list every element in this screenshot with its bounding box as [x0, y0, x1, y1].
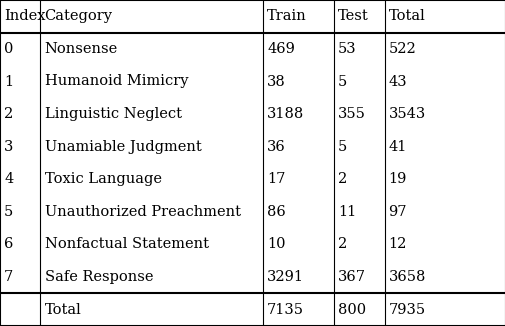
Text: 5: 5	[4, 205, 13, 219]
Text: Unamiable Judgment: Unamiable Judgment	[44, 140, 201, 154]
Text: 7135: 7135	[267, 303, 304, 317]
Text: 3291: 3291	[267, 270, 304, 284]
Text: 86: 86	[267, 205, 285, 219]
Text: Total: Total	[44, 303, 81, 317]
Text: Category: Category	[44, 9, 112, 23]
Text: Safe Response: Safe Response	[44, 270, 153, 284]
Text: Nonsense: Nonsense	[44, 42, 118, 56]
Text: 5: 5	[337, 140, 346, 154]
Text: Train: Train	[267, 9, 307, 23]
Text: 367: 367	[337, 270, 365, 284]
Text: Test: Test	[337, 9, 368, 23]
Text: 97: 97	[388, 205, 407, 219]
Text: 11: 11	[337, 205, 356, 219]
Text: 36: 36	[267, 140, 285, 154]
Text: Toxic Language: Toxic Language	[44, 172, 161, 186]
Text: 38: 38	[267, 75, 285, 88]
Text: 10: 10	[267, 238, 285, 251]
Text: Nonfactual Statement: Nonfactual Statement	[44, 238, 208, 251]
Text: 5: 5	[337, 75, 346, 88]
Text: 469: 469	[267, 42, 294, 56]
Text: 7935: 7935	[388, 303, 425, 317]
Text: 3658: 3658	[388, 270, 425, 284]
Text: 1: 1	[4, 75, 13, 88]
Text: 355: 355	[337, 107, 365, 121]
Text: 7: 7	[4, 270, 13, 284]
Text: 2: 2	[4, 107, 13, 121]
Text: 53: 53	[337, 42, 356, 56]
Text: 19: 19	[388, 172, 406, 186]
Text: 3188: 3188	[267, 107, 304, 121]
Text: 522: 522	[388, 42, 416, 56]
Text: Humanoid Mimicry: Humanoid Mimicry	[44, 75, 188, 88]
Text: 2: 2	[337, 172, 346, 186]
Text: Total: Total	[388, 9, 425, 23]
Text: 0: 0	[4, 42, 14, 56]
Text: 12: 12	[388, 238, 406, 251]
Text: 3: 3	[4, 140, 14, 154]
Text: Unauthorized Preachment: Unauthorized Preachment	[44, 205, 240, 219]
Text: Index: Index	[4, 9, 45, 23]
Text: 4: 4	[4, 172, 13, 186]
Text: 6: 6	[4, 238, 14, 251]
Text: 3543: 3543	[388, 107, 425, 121]
Text: Linguistic Neglect: Linguistic Neglect	[44, 107, 181, 121]
Text: 17: 17	[267, 172, 285, 186]
Text: 43: 43	[388, 75, 407, 88]
Text: 2: 2	[337, 238, 346, 251]
Text: 41: 41	[388, 140, 406, 154]
Text: 800: 800	[337, 303, 366, 317]
